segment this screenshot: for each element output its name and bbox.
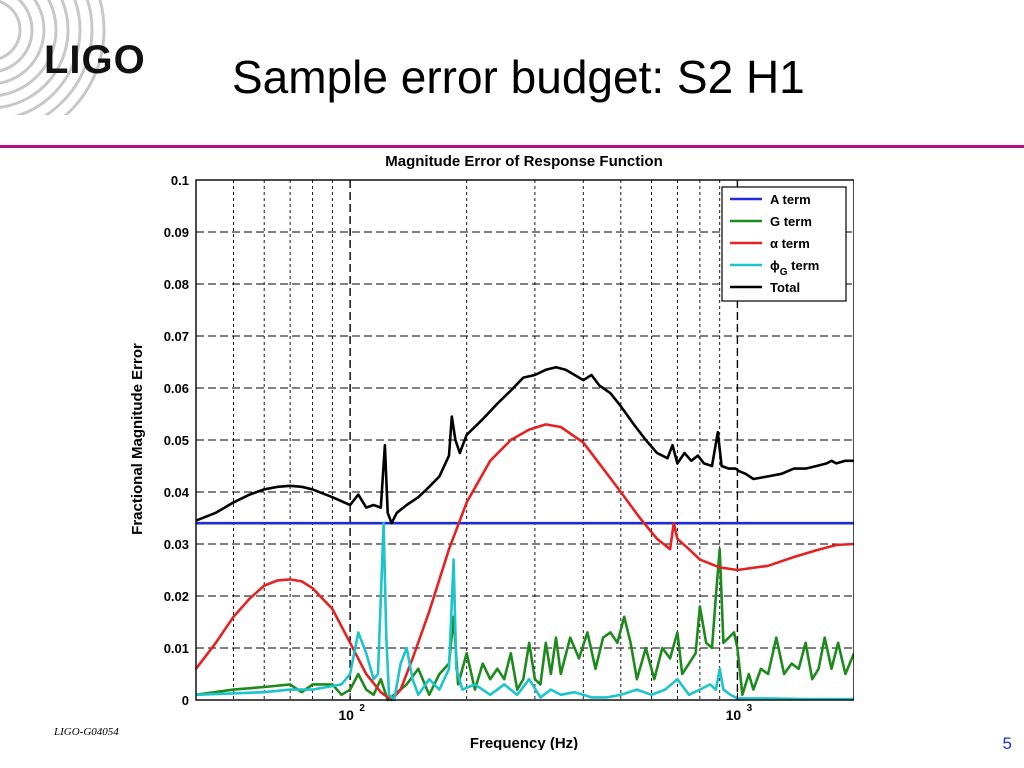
title-divider <box>0 145 1024 148</box>
y-tick-label: 0.09 <box>164 225 189 240</box>
y-tick-label: 0.06 <box>164 381 189 396</box>
legend-label: G term <box>770 214 812 229</box>
y-tick-label: 0.01 <box>164 641 189 656</box>
legend: A term G term α term ϕG term Total <box>721 186 847 302</box>
chart-figure: Magnitude Error of Response Function Fre… <box>128 152 856 752</box>
error-budget-chart: Magnitude Error of Response Function Fre… <box>128 152 856 752</box>
x-tick-exponent: 3 <box>747 703 753 714</box>
chart-title: Magnitude Error of Response Function <box>385 153 663 170</box>
y-tick-label: 0.07 <box>164 329 189 344</box>
y-tick-label: 0.04 <box>164 485 190 500</box>
legend-label: α term <box>770 236 810 251</box>
y-tick-label: 0 <box>182 693 189 708</box>
legend-label: Total <box>770 280 800 295</box>
x-tick-label: 10 <box>726 707 742 723</box>
x-tick-exponent: 2 <box>359 703 365 714</box>
y-tick-label: 0.1 <box>171 173 189 188</box>
series-line-total <box>195 365 854 525</box>
legend-label: A term <box>770 192 811 207</box>
series-group <box>194 365 856 702</box>
axes: 0 0.01 0.02 0.03 0.04 0.05 0.06 0.07 0.08 0.09 0.1… <box>164 173 855 723</box>
series-line--term <box>194 423 855 702</box>
y-tick-label: 0.02 <box>164 589 189 604</box>
series-line--g-term <box>195 521 854 702</box>
page-number: 5 <box>1002 734 1012 753</box>
y-tick-label: 0.05 <box>164 433 189 448</box>
x-tick-label: 10 <box>338 707 354 723</box>
x-axis-label: Frequency (Hz) <box>470 735 578 750</box>
slide-title: Sample error budget: S2 H1 <box>232 51 805 103</box>
y-tick-label: 0.08 <box>164 277 189 292</box>
document-id: LIGO-G04054 <box>54 726 119 738</box>
legend-label: ϕG term <box>770 258 819 278</box>
ligo-logo-arcs <box>0 0 106 115</box>
ligo-logo: LIGO <box>44 38 146 82</box>
y-axis-label: Fractional Magnitude Error <box>129 343 146 535</box>
y-tick-label: 0.03 <box>164 537 189 552</box>
